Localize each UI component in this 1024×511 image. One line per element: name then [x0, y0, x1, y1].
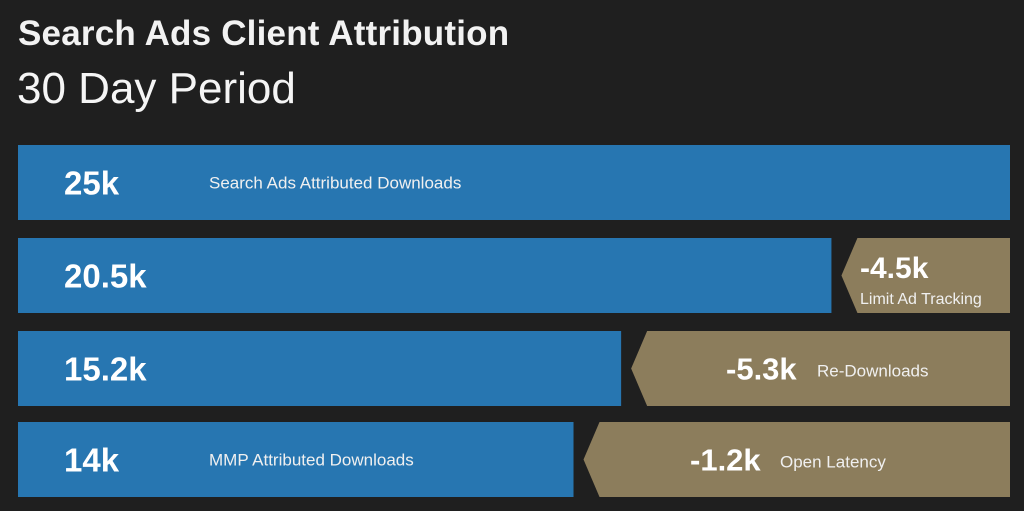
bar-1 [18, 145, 1010, 220]
bar-2 [18, 238, 832, 313]
bar-value-label: 14k [64, 442, 120, 479]
bar-category-label: Search Ads Attributed Downloads [209, 174, 461, 193]
bar-value-label: 15.2k [64, 351, 147, 388]
deduction-value-label: -4.5k [860, 252, 929, 285]
deduction-value-label: -5.3k [726, 352, 797, 387]
bar-value-label: 25k [64, 165, 120, 202]
deduction-arrow-3 [631, 331, 1010, 406]
page-subtitle: 30 Day Period [17, 64, 296, 113]
bar-4 [18, 422, 574, 497]
page-title: Search Ads Client Attribution [18, 14, 510, 53]
deduction-arrow-4 [583, 422, 1010, 497]
bar-value-label: 20.5k [64, 258, 147, 295]
bar-category-label: MMP Attributed Downloads [209, 451, 414, 470]
bar-3 [18, 331, 622, 406]
deduction-category-label: Re-Downloads [817, 362, 929, 381]
deduction-category-label: Limit Ad Tracking [860, 291, 982, 308]
deduction-category-label: Open Latency [780, 453, 886, 472]
deduction-arrow-2 [841, 238, 1010, 313]
deduction-value-label: -1.2k [690, 443, 761, 478]
